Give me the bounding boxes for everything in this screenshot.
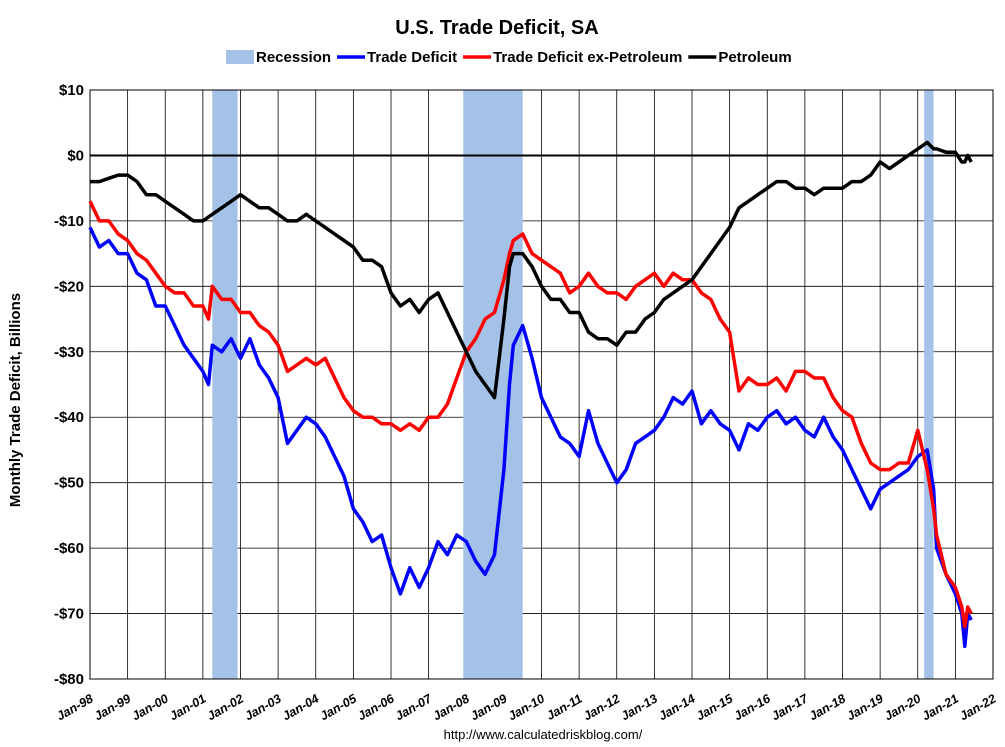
recession-bands [212,90,934,679]
x-tick-label: Jan-01 [167,691,208,723]
y-axis-label: Monthly Trade Deficit, Billions [7,293,24,507]
legend-entry: Recession [256,49,331,66]
series-line-trade-deficit [88,226,973,649]
y-tick-label: -$80 [54,671,84,688]
y-tick-label: -$20 [54,278,84,295]
y-tick-label: -$30 [54,344,84,361]
x-tick-label: Jan-08 [430,691,471,723]
y-tick-labels: $10 $0 -$10 -$20 -$30 -$40 -$50 -$60 -$70 -$80 [54,82,84,688]
series-lines [88,140,973,649]
legend-entry: Trade Deficit [367,49,457,66]
series-line-petroleum [90,140,973,400]
x-tick-label: Jan-99 [92,691,133,723]
x-tick-label: Jan-14 [656,691,697,723]
chart-axes [89,89,994,680]
recession-band [924,90,934,679]
x-tick-label: Jan-17 [769,691,811,723]
chart-title: U.S. Trade Deficit, SA [395,17,598,39]
x-tick-label: Jan-21 [920,691,961,723]
x-tick-label: Jan-18 [807,691,848,723]
x-tick-label: Jan-22 [957,691,998,723]
x-tick-labels: Jan-98Jan-99Jan-00Jan-01Jan-02Jan-03Jan-… [54,691,998,723]
y-tick-label: -$10 [54,213,84,230]
y-tick-label: $0 [67,147,84,164]
plot-frame [89,89,994,680]
x-tick-label: Jan-09 [468,691,509,723]
legend-swatch-recession [226,50,254,64]
x-tick-label: Jan-02 [205,691,246,723]
x-tick-label: Jan-16 [731,691,773,723]
x-tick-label: Jan-19 [844,691,885,723]
x-tick-label: Jan-15 [694,691,736,723]
x-tick-label: Jan-12 [581,691,622,723]
y-tick-label: -$70 [54,606,84,623]
x-tick-label: Jan-11 [544,691,585,722]
y-tick-label: -$50 [54,475,84,492]
series-line-trade-deficit-ex-petroleum [88,200,973,629]
source-url: http://www.calculatedriskblog.com/ [444,727,643,742]
x-tick-label: Jan-10 [506,691,547,723]
x-tick-label: Jan-06 [355,691,397,723]
x-tick-label: Jan-13 [619,691,660,723]
x-tick-label: Jan-07 [393,691,435,723]
y-tick-label: -$40 [54,409,84,426]
x-tick-label: Jan-05 [318,691,360,723]
y-tick-label: -$60 [54,540,84,557]
x-tick-label: Jan-03 [242,691,283,723]
legend-entry: Trade Deficit ex-Petroleum [493,49,682,66]
y-tick-label: $10 [59,82,84,99]
x-tick-label: Jan-04 [280,691,321,723]
x-tick-label: Jan-00 [129,691,170,723]
x-tick-label: Jan-20 [882,691,923,723]
chart-legend: Recession Trade Deficit Trade Deficit ex-P… [226,49,792,66]
recession-band [463,90,523,679]
legend-entry: Petroleum [718,49,791,66]
recession-band [212,90,238,679]
x-tick-label: Jan-98 [54,691,95,723]
